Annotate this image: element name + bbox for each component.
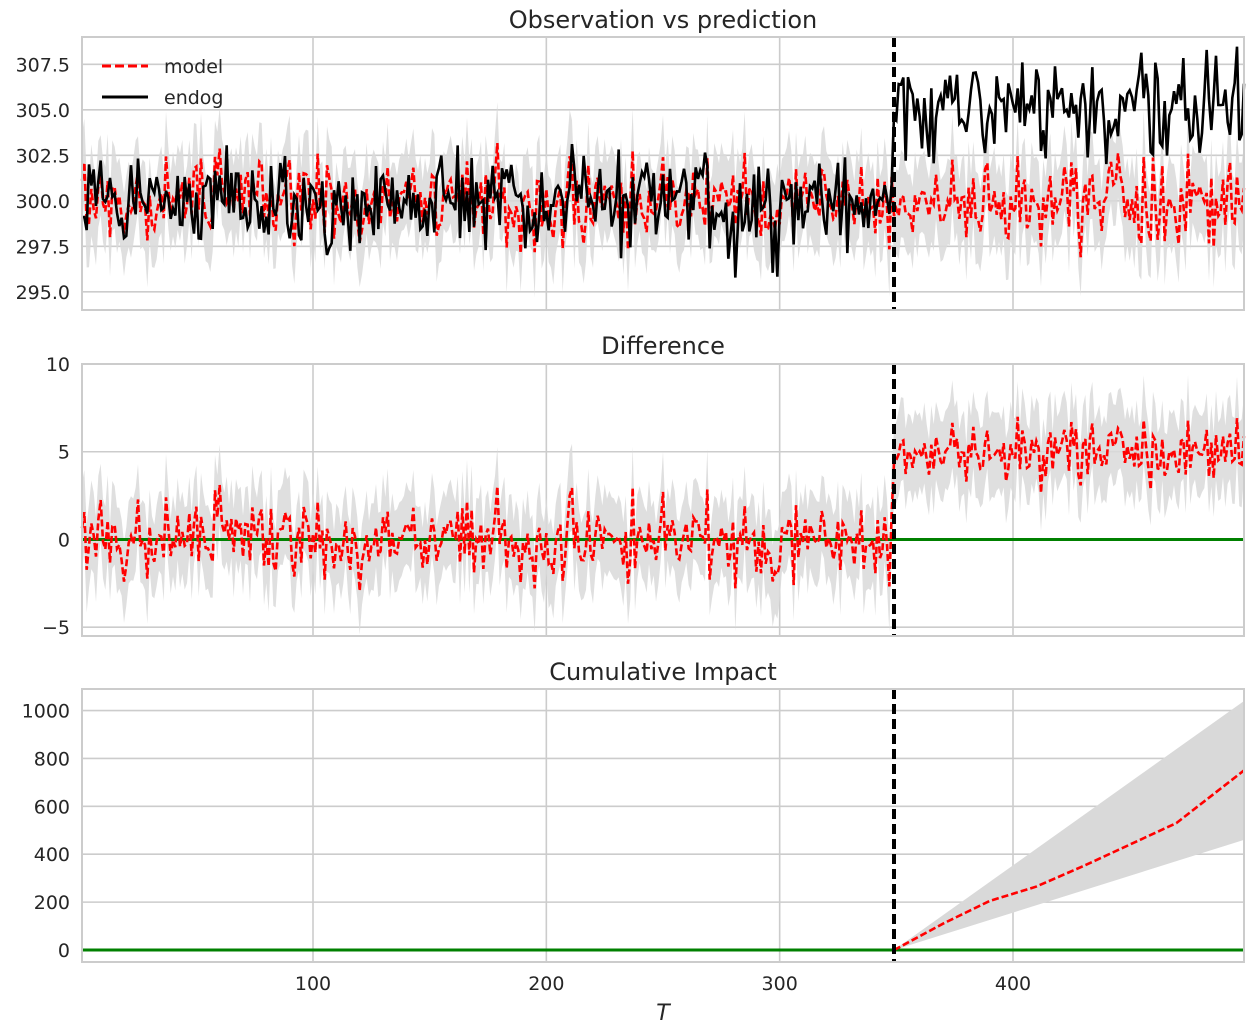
difference-line	[80, 416, 1246, 592]
observation-vs-prediction-panel: Observation vs prediction model endog 29…	[16, 6, 1246, 311]
y-tick-label: 307.5	[16, 54, 70, 76]
plot-layer	[81, 688, 1245, 963]
x-tick-label: 200	[528, 973, 564, 995]
panel-title: Cumulative Impact	[549, 658, 777, 686]
confidence-band	[894, 700, 1244, 951]
x-tick-label: 400	[995, 973, 1031, 995]
legend-label-model: model	[164, 56, 223, 78]
axes-frame	[81, 363, 1245, 637]
axes-frame	[81, 36, 1245, 311]
y-tick-label: 302.5	[16, 145, 70, 167]
y-tick-label: 295.0	[16, 282, 70, 304]
y-tick-label: 0	[58, 940, 70, 962]
plot-area	[82, 689, 1244, 962]
y-tick-label: 600	[34, 796, 70, 818]
plot-layer	[80, 36, 1246, 311]
panel-title: Difference	[601, 332, 725, 360]
x-tick-label: 300	[762, 973, 798, 995]
x-axis-label: T	[656, 1001, 671, 1026]
x-tick-label: 100	[295, 973, 331, 995]
y-tick-label: 400	[34, 844, 70, 866]
confidence-band	[82, 102, 1244, 298]
y-tick-label: 0	[58, 529, 70, 551]
y-tick-label: 10	[46, 354, 70, 376]
axes-frame	[81, 688, 1245, 963]
y-tick-label: 1000	[22, 701, 70, 723]
y-tick-label: 5	[58, 442, 70, 464]
y-tick-label: 200	[34, 892, 70, 914]
cumulative-impact-line	[893, 769, 1245, 952]
y-tick-label: 297.5	[16, 236, 70, 258]
plot-layer	[80, 363, 1246, 637]
model-line	[80, 142, 1246, 258]
y-tick-label: 800	[34, 748, 70, 770]
y-tick-label: 300.0	[16, 191, 70, 213]
legend: model endog	[102, 56, 223, 109]
difference-panel: Difference −5 0 5 10	[42, 332, 1246, 639]
legend-label-endog: endog	[164, 87, 223, 109]
endog-line	[81, 46, 1246, 278]
panel-title: Observation vs prediction	[509, 6, 818, 34]
cumulative-impact-panel: Cumulative Impact T 100 200 300 400 0 200 400 6…	[22, 658, 1245, 1026]
y-tick-label: 305.0	[16, 100, 70, 122]
y-tick-label: −5	[42, 617, 70, 639]
